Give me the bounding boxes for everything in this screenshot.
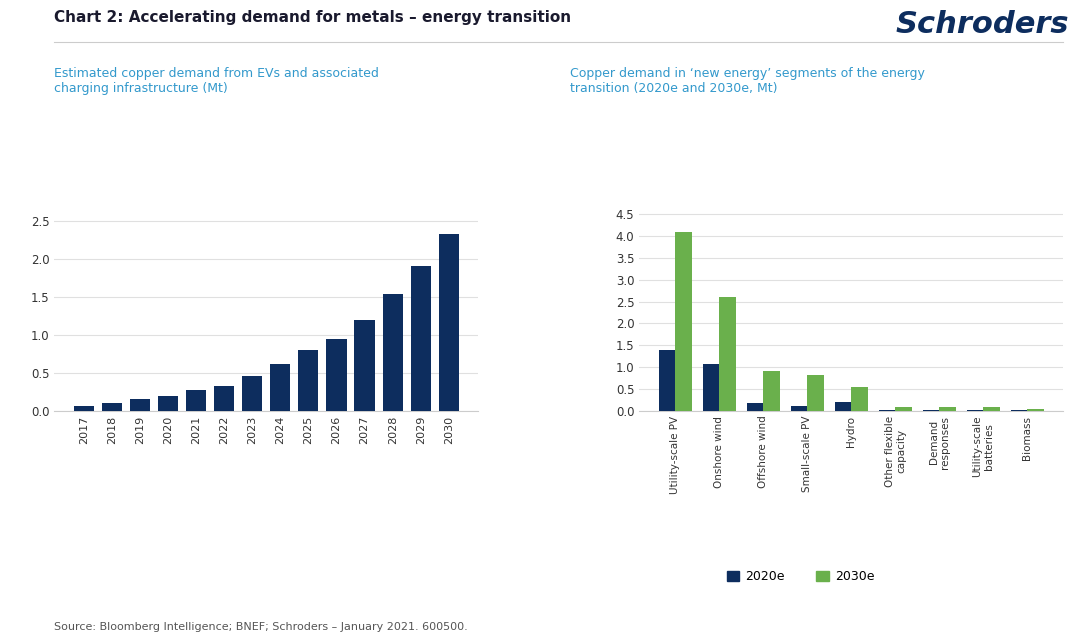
Bar bbox=[703, 363, 719, 411]
Text: Source: Bloomberg Intelligence; BNEF; Schroders – January 2021. 600500.: Source: Bloomberg Intelligence; BNEF; Sc… bbox=[54, 622, 468, 632]
Text: Estimated copper demand from EVs and associated
charging infrastructure (Mt): Estimated copper demand from EVs and ass… bbox=[54, 67, 379, 96]
Bar bbox=[1027, 409, 1044, 411]
Bar bbox=[130, 399, 150, 411]
Bar bbox=[186, 390, 206, 411]
Bar bbox=[74, 406, 93, 411]
Bar bbox=[967, 410, 983, 411]
Bar bbox=[746, 403, 764, 411]
Bar bbox=[940, 406, 956, 411]
Bar bbox=[895, 406, 912, 411]
Bar bbox=[659, 350, 675, 411]
Bar bbox=[438, 234, 459, 411]
Bar bbox=[764, 370, 780, 411]
Legend: 2020e, 2030e: 2020e, 2030e bbox=[722, 565, 879, 588]
Bar bbox=[214, 386, 234, 411]
Text: Schroders: Schroders bbox=[895, 10, 1069, 39]
Bar bbox=[922, 410, 940, 411]
Bar bbox=[410, 266, 431, 411]
Bar bbox=[355, 320, 374, 411]
Bar bbox=[242, 376, 263, 411]
Bar bbox=[102, 403, 122, 411]
Bar bbox=[834, 402, 852, 411]
Bar bbox=[852, 387, 868, 411]
Bar bbox=[327, 338, 346, 411]
Bar bbox=[807, 375, 824, 411]
Bar bbox=[879, 410, 895, 411]
Bar bbox=[383, 295, 403, 411]
Bar bbox=[791, 406, 807, 411]
Bar bbox=[298, 350, 319, 411]
Bar bbox=[719, 297, 736, 411]
Bar bbox=[675, 232, 692, 411]
Text: Chart 2: Accelerating demand for metals – energy transition: Chart 2: Accelerating demand for metals … bbox=[54, 10, 572, 24]
Bar bbox=[270, 364, 291, 411]
Text: Copper demand in ‘new energy’ segments of the energy
transition (2020e and 2030e: Copper demand in ‘new energy’ segments o… bbox=[570, 67, 924, 96]
Bar bbox=[983, 406, 1000, 411]
Bar bbox=[157, 395, 178, 411]
